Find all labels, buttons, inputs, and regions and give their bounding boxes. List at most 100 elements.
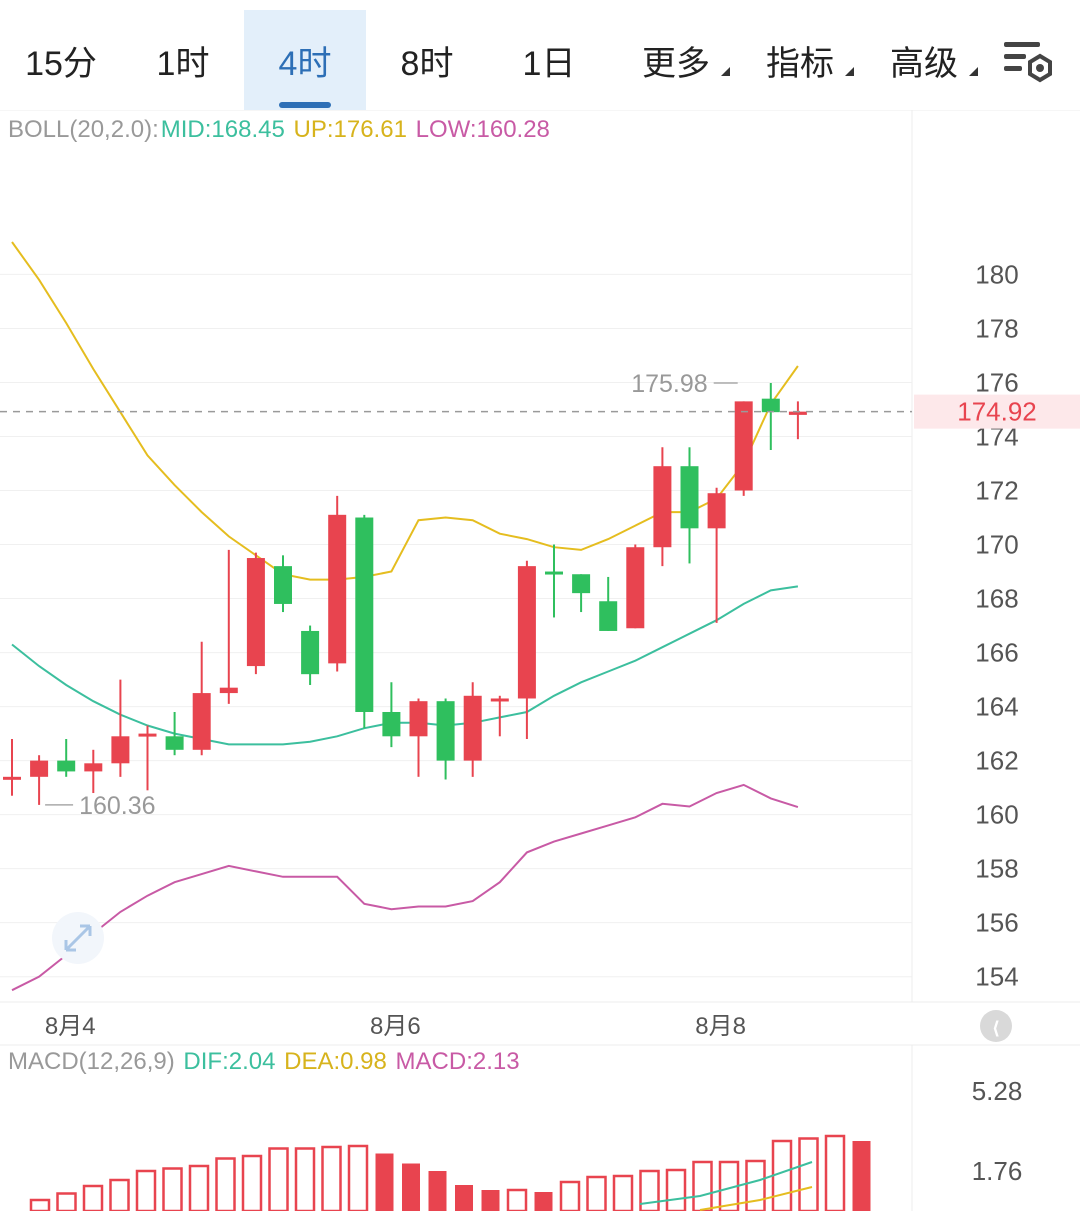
boll-lower-line [11, 783, 799, 992]
macd-tick-label: 1.76 [972, 1156, 1023, 1186]
macd-macd-value: MACD:2.13 [395, 1048, 520, 1075]
macd-histogram-bar [534, 1192, 553, 1211]
candle-body [680, 466, 699, 529]
price-tick-label: 156 [975, 908, 1018, 938]
macd-histogram-bar [56, 1192, 77, 1211]
tab-15m[interactable]: 15分 [0, 10, 122, 110]
candle-body [626, 547, 645, 629]
candle-body [463, 695, 482, 761]
candle [599, 576, 618, 631]
candle [572, 574, 591, 613]
macd-legend-name: MACD(12,26,9) [8, 1048, 175, 1075]
tab-1d[interactable]: 1日 [488, 10, 610, 110]
candle [545, 544, 563, 618]
candle-body [30, 760, 49, 777]
tab-label: 15分 [25, 44, 97, 83]
tab-label: 更多 [642, 44, 710, 83]
tab-indicators[interactable]: 指标 [744, 10, 856, 110]
macd-histogram-bar [771, 1139, 793, 1211]
candle-body [382, 711, 401, 737]
tab-4h[interactable]: 4时 [244, 10, 366, 110]
tab-label: 4时 [278, 44, 332, 83]
macd-histogram-bar [559, 1180, 581, 1211]
price-tick-label: 178 [975, 313, 1018, 343]
tab-label: 8时 [400, 44, 454, 83]
candle [84, 749, 103, 794]
candle-body [572, 574, 591, 594]
macd-histogram-bar [109, 1178, 130, 1211]
tab-1h[interactable]: 1时 [122, 10, 244, 110]
macd-histogram-bar [428, 1171, 447, 1211]
candle [788, 401, 807, 440]
current-price-label: 174.92 [957, 397, 1037, 427]
macd-histogram-bar [188, 1164, 210, 1211]
candle [57, 739, 76, 777]
macd-histogram-bar [268, 1147, 289, 1211]
candle-body [219, 687, 238, 694]
candle [246, 552, 265, 675]
macd-histogram-bar [506, 1188, 528, 1211]
macd-histogram-bar [852, 1141, 871, 1211]
date-tick-label: 8月4 [45, 1013, 96, 1040]
candle [382, 682, 401, 748]
boll-mid-value: MID:168.45 [160, 116, 285, 143]
tab-8h[interactable]: 8时 [366, 10, 488, 110]
candle [761, 383, 780, 450]
macd-histogram-bar [824, 1134, 846, 1211]
price-tick-label: 176 [975, 367, 1018, 397]
price-chart[interactable]: 1801781761741721701681661641621601581561… [0, 110, 1080, 1211]
low-price-marker: 160.36 [79, 792, 155, 820]
candle [436, 698, 455, 780]
candle-body [599, 601, 618, 631]
candle [301, 625, 320, 685]
macd-histogram-bar [29, 1198, 51, 1211]
candle [192, 641, 211, 756]
candle-body [3, 776, 21, 780]
macd-histogram-bar [215, 1157, 236, 1211]
macd-legend: MACD(12,26,9) DIF:2.04 DEA:0.98 MACD:2.1… [8, 1048, 522, 1076]
tab-label: 指标 [766, 44, 834, 83]
candle-body [355, 517, 374, 712]
candle [328, 495, 347, 672]
candle [653, 447, 672, 567]
candle-body [409, 701, 428, 737]
expand-icon-arrows [64, 924, 92, 952]
candle [165, 711, 184, 756]
price-tick-label: 160 [975, 800, 1018, 830]
candle-body [301, 630, 320, 675]
candle [355, 514, 374, 729]
candle [490, 695, 509, 737]
candle-body [545, 571, 563, 575]
candle-body [761, 398, 780, 413]
boll-legend: BOLL(20,2.0):MID:168.45 UP:176.61 LOW:16… [8, 116, 552, 144]
tab-advanced[interactable]: 高级 [868, 10, 980, 110]
active-tab-indicator [279, 102, 331, 108]
macd-histogram-bar [481, 1190, 500, 1211]
timeframe-tab-bar: 15分 1时 4时 8时 1日 更多 指标 高级 [0, 0, 1080, 110]
candle [517, 560, 536, 739]
candle-body [707, 493, 726, 529]
macd-dea-value: DEA:0.98 [284, 1048, 387, 1075]
current-price-tag [914, 394, 1080, 429]
candle [734, 401, 753, 496]
candle [138, 725, 157, 791]
price-tick-label: 168 [975, 584, 1018, 614]
tab-more[interactable]: 更多 [620, 10, 732, 110]
chart-settings-icon[interactable] [1000, 38, 1060, 88]
macd-histogram-bar [241, 1154, 263, 1211]
candle-body [57, 760, 76, 772]
macd-histogram-bar [294, 1147, 316, 1211]
macd-histogram-bar [347, 1144, 369, 1211]
boll-upper-line [11, 241, 799, 581]
candle [274, 555, 292, 613]
boll-low-value: LOW:160.28 [415, 116, 550, 143]
date-tick-label: 8月6 [370, 1013, 421, 1040]
macd-dea-line [699, 1186, 813, 1211]
price-tick-label: 172 [975, 476, 1018, 506]
candle [680, 447, 699, 564]
candle-body [653, 466, 672, 548]
candle-body [328, 514, 347, 664]
macd-histogram-bar [321, 1145, 342, 1211]
macd-tick-label: 5.28 [972, 1076, 1023, 1106]
candle [219, 549, 238, 704]
